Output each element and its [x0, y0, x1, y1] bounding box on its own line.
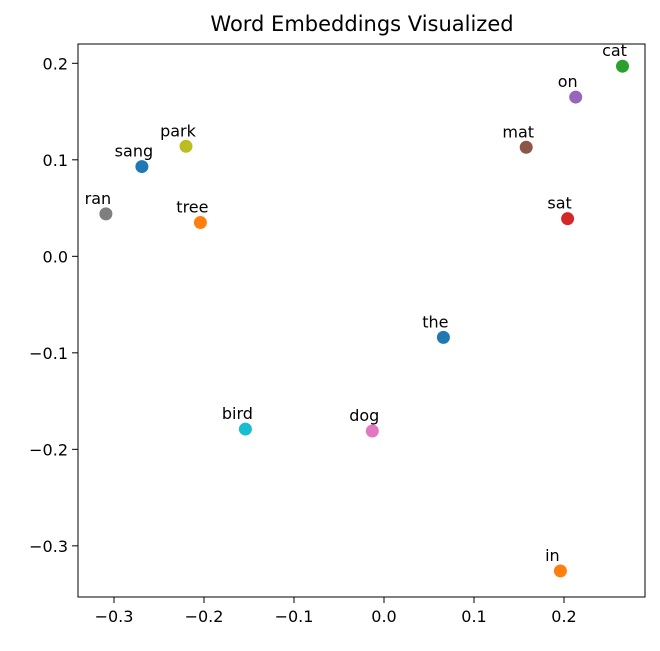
y-tick-label: 0.0: [43, 247, 68, 266]
y-tick-label: 0.2: [43, 54, 68, 73]
point-tree: [193, 216, 207, 230]
x-tick-label: 0.0: [371, 607, 396, 626]
point-ran: [99, 207, 113, 221]
y-axis: 0.2 0.1 0.0 −0.1 −0.2 −0.3: [29, 54, 78, 556]
x-tick-label: 0.1: [461, 607, 486, 626]
point-label-mat: mat: [502, 122, 534, 141]
point-sang: [135, 160, 149, 174]
y-tick-label: −0.3: [29, 537, 68, 556]
point-label-cat: cat: [602, 41, 627, 60]
y-tick-label: −0.1: [29, 344, 68, 363]
point-label-tree: tree: [176, 198, 208, 217]
plot-area-frame: [77, 43, 646, 598]
point-bird: [238, 422, 252, 436]
point-dog: [365, 424, 379, 438]
y-tick-label: 0.1: [43, 151, 68, 170]
chart-title: Word Embeddings Visualized: [210, 12, 513, 36]
y-tick-label: −0.2: [29, 440, 68, 459]
point-in: [553, 564, 567, 578]
point-on: [569, 90, 583, 104]
point-label-on: on: [558, 72, 578, 91]
point-label-in: in: [545, 546, 560, 565]
point-the: [436, 330, 450, 344]
point-cat: [616, 59, 629, 73]
point-label-dog: dog: [349, 406, 379, 425]
point-label-park: park: [160, 121, 197, 140]
x-tick-label: −0.3: [95, 607, 134, 626]
x-tick-label: −0.2: [185, 607, 224, 626]
point-label-ran: ran: [85, 189, 112, 208]
point-label-sang: sang: [115, 142, 153, 161]
x-tick-label: −0.1: [275, 607, 314, 626]
point-label-the: the: [422, 312, 448, 331]
x-tick-label: 0.2: [551, 607, 576, 626]
point-sat: [561, 212, 575, 226]
points-layer: the cat sat on mat dog ran in park bird sang tree: [85, 41, 629, 578]
point-park: [179, 139, 193, 153]
point-mat: [519, 140, 533, 154]
point-label-bird: bird: [222, 404, 253, 423]
x-axis: −0.3 −0.2 −0.1 0.0 0.1 0.2: [95, 597, 577, 626]
point-label-sat: sat: [547, 194, 571, 213]
